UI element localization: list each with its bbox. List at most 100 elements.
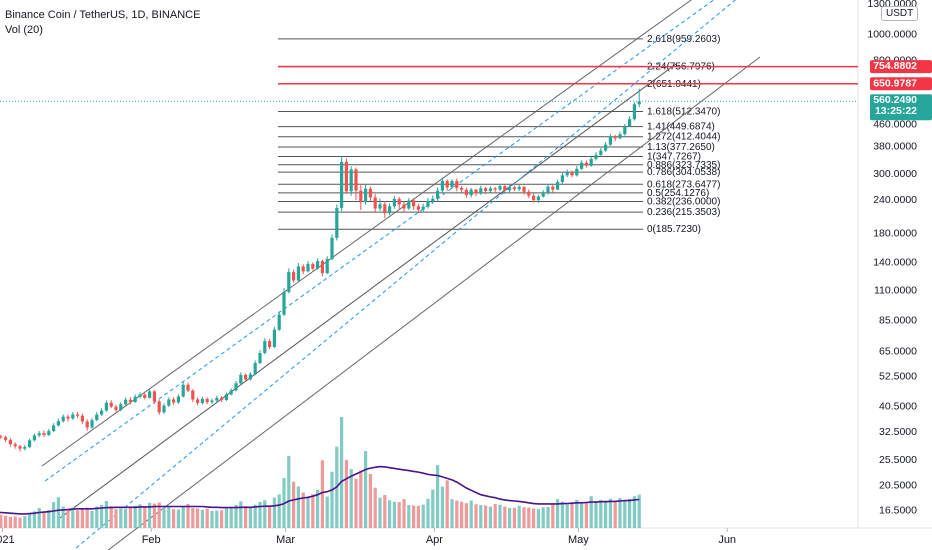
volume-bar: [532, 508, 536, 528]
candle-body: [335, 207, 339, 238]
candle-body: [13, 444, 17, 447]
upper-marker-badge: [870, 60, 932, 74]
volume-bar: [32, 511, 36, 528]
price-tick-label: 460.0000: [873, 119, 917, 131]
lower-marker-badge: [870, 77, 932, 91]
volume-bar: [311, 494, 315, 528]
volume-bar: [181, 506, 185, 528]
volume-bar: [594, 500, 598, 528]
volume-bar: [133, 505, 137, 528]
price-tick-label: 32.5000: [879, 426, 917, 438]
candle-body: [66, 416, 70, 419]
volume-bar: [599, 499, 603, 528]
candle-body: [541, 192, 545, 197]
volume-bar: [546, 506, 550, 528]
fib-level-label: 0.618(273.6477): [647, 179, 720, 190]
candle-body: [239, 374, 243, 384]
candle-body: [71, 414, 75, 419]
fib-level-label: 2.618(959.2603): [647, 34, 720, 45]
fib-level-label: 0(185.7230): [647, 224, 701, 235]
candle-body: [152, 391, 156, 402]
candle-body: [378, 204, 382, 209]
volume-bar: [517, 505, 521, 528]
volume-bar: [565, 504, 569, 528]
price-tick-label: 140.0000: [873, 257, 917, 269]
volume-bar: [541, 507, 545, 528]
candle-body: [517, 186, 521, 190]
candle-body: [109, 402, 113, 407]
candle-body: [330, 237, 334, 259]
volume-bar: [248, 508, 252, 528]
volume-bar: [18, 517, 22, 528]
candle-body: [344, 161, 348, 192]
channel-upper-line: [41, 0, 692, 467]
volume-bar: [498, 504, 502, 528]
candle-body: [157, 401, 161, 413]
candle-body: [37, 433, 41, 436]
candle-body: [32, 435, 36, 441]
volume-bar: [172, 509, 176, 528]
volume-bar: [258, 502, 262, 528]
fib-level-label: 0.786(304.0538): [647, 167, 720, 178]
volume-bar: [301, 492, 305, 528]
volume-bar: [104, 500, 108, 528]
candle-countdown-label: 13:25:22: [875, 105, 917, 117]
volume-bar: [253, 504, 257, 528]
symbol-title[interactable]: Binance Coin / TetherUS, 1D, BINANCE: [5, 9, 201, 21]
volume-bar: [604, 500, 608, 528]
lower-marker-label: 650.9787: [873, 77, 917, 89]
candle-body: [85, 421, 89, 428]
volume-bar: [263, 500, 267, 528]
volume-bar: [368, 473, 372, 528]
price-tick-label: 16.5000: [879, 505, 917, 517]
candle-body: [253, 363, 257, 375]
candle-body: [373, 197, 377, 209]
volume-bar: [623, 500, 627, 528]
time-tick-label: Jun: [718, 534, 736, 546]
candle-body: [388, 206, 392, 214]
volume-bar: [0, 514, 3, 528]
volume-bar: [364, 451, 368, 528]
candle-body: [604, 144, 608, 151]
price-tick-label: 40.5000: [879, 400, 917, 412]
candle-body: [455, 181, 459, 188]
volume-bar: [556, 499, 560, 528]
volume-bar: [632, 496, 636, 528]
volume-bar: [23, 516, 27, 528]
candle-body: [527, 191, 531, 196]
volume-bar: [56, 497, 60, 528]
candle-body: [594, 154, 598, 160]
candle-body: [589, 159, 593, 166]
channel-upper-dashed-line: [44, 0, 715, 482]
candle-body: [364, 188, 368, 203]
volume-bar: [584, 502, 588, 528]
candle-body: [340, 161, 344, 208]
volume-bar: [80, 508, 84, 528]
fib-level-label: 0.382(236.0000): [647, 196, 720, 207]
candle-body: [565, 171, 569, 176]
candle-body: [61, 416, 65, 422]
candle-body: [421, 206, 425, 210]
candle-body: [412, 200, 416, 207]
volume-bar: [488, 506, 492, 528]
candle-body: [623, 126, 627, 135]
candle-body: [599, 150, 603, 155]
currency-badge[interactable]: USDT: [881, 6, 919, 21]
candle-body: [445, 180, 449, 188]
fib-retracement-group: 2.618(959.2603)2.24(756.7976)2(651.0441)…: [278, 34, 720, 235]
candle-body: [464, 189, 468, 196]
price-tick-label: 1000.0000: [867, 29, 917, 41]
volume-bar: [162, 507, 166, 528]
candle-body: [637, 101, 641, 105]
price-tick-label: 85.0000: [879, 314, 917, 326]
candle-body: [503, 186, 507, 191]
volume-bar: [378, 497, 382, 528]
volume-bar: [176, 509, 180, 528]
volume-indicator-label[interactable]: Vol (20): [5, 24, 43, 36]
candle-body: [325, 258, 329, 274]
fib-level-label: 1.272(412.4044): [647, 132, 720, 143]
candle-body: [613, 136, 617, 139]
candle-body: [124, 399, 128, 405]
